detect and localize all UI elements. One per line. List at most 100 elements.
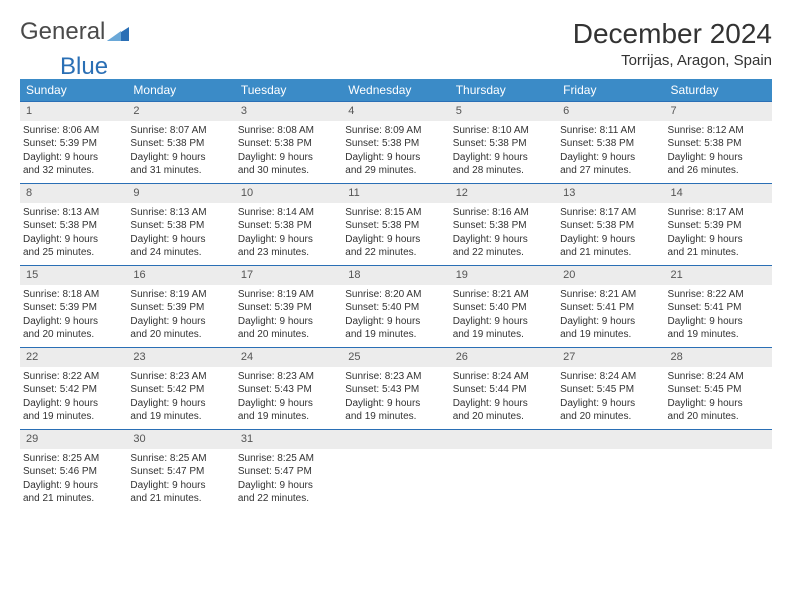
- day-cell: 28Sunrise: 8:24 AMSunset: 5:45 PMDayligh…: [665, 348, 772, 430]
- sunrise-text: Sunrise: 8:17 AM: [560, 206, 661, 220]
- daylight-text-1: Daylight: 9 hours: [130, 233, 231, 247]
- day-number: 30: [127, 430, 234, 449]
- daylight-text-2: and 22 minutes.: [453, 246, 554, 260]
- day-cell: 1Sunrise: 8:06 AMSunset: 5:39 PMDaylight…: [20, 102, 127, 184]
- sunrise-text: Sunrise: 8:14 AM: [238, 206, 339, 220]
- title-block: December 2024 Torrijas, Aragon, Spain: [573, 18, 772, 69]
- day-info: Sunrise: 8:17 AMSunset: 5:38 PMDaylight:…: [557, 203, 664, 263]
- daylight-text-1: Daylight: 9 hours: [668, 151, 769, 165]
- day-number: 22: [20, 348, 127, 367]
- day-number: 20: [557, 266, 664, 285]
- day-cell: 26Sunrise: 8:24 AMSunset: 5:44 PMDayligh…: [450, 348, 557, 430]
- day-number: 27: [557, 348, 664, 367]
- sunset-text: Sunset: 5:38 PM: [23, 219, 124, 233]
- day-number: 23: [127, 348, 234, 367]
- sunrise-text: Sunrise: 8:24 AM: [560, 370, 661, 384]
- day-info: Sunrise: 8:25 AMSunset: 5:47 PMDaylight:…: [127, 449, 234, 509]
- daylight-text-2: and 31 minutes.: [130, 164, 231, 178]
- daylight-text-1: Daylight: 9 hours: [668, 397, 769, 411]
- day-info: Sunrise: 8:18 AMSunset: 5:39 PMDaylight:…: [20, 285, 127, 345]
- sunset-text: Sunset: 5:46 PM: [23, 465, 124, 479]
- sunset-text: Sunset: 5:38 PM: [238, 137, 339, 151]
- day-info: Sunrise: 8:11 AMSunset: 5:38 PMDaylight:…: [557, 121, 664, 181]
- day-cell: 21Sunrise: 8:22 AMSunset: 5:41 PMDayligh…: [665, 266, 772, 348]
- daylight-text-2: and 29 minutes.: [345, 164, 446, 178]
- sunset-text: Sunset: 5:39 PM: [130, 301, 231, 315]
- daylight-text-2: and 20 minutes.: [453, 410, 554, 424]
- daylight-text-2: and 21 minutes.: [23, 492, 124, 506]
- daylight-text-1: Daylight: 9 hours: [23, 233, 124, 247]
- day-number: 2: [127, 102, 234, 121]
- daylight-text-1: Daylight: 9 hours: [23, 315, 124, 329]
- sunrise-text: Sunrise: 8:12 AM: [668, 124, 769, 138]
- daylight-text-1: Daylight: 9 hours: [130, 315, 231, 329]
- day-info: Sunrise: 8:09 AMSunset: 5:38 PMDaylight:…: [342, 121, 449, 181]
- sunset-text: Sunset: 5:38 PM: [668, 137, 769, 151]
- daylight-text-2: and 20 minutes.: [668, 410, 769, 424]
- day-cell: 7Sunrise: 8:12 AMSunset: 5:38 PMDaylight…: [665, 102, 772, 184]
- sunrise-text: Sunrise: 8:23 AM: [345, 370, 446, 384]
- day-cell: 11Sunrise: 8:15 AMSunset: 5:38 PMDayligh…: [342, 184, 449, 266]
- sunrise-text: Sunrise: 8:09 AM: [345, 124, 446, 138]
- sunset-text: Sunset: 5:47 PM: [238, 465, 339, 479]
- daylight-text-2: and 19 minutes.: [345, 328, 446, 342]
- day-cell: 14Sunrise: 8:17 AMSunset: 5:39 PMDayligh…: [665, 184, 772, 266]
- day-info: Sunrise: 8:24 AMSunset: 5:45 PMDaylight:…: [557, 367, 664, 427]
- logo-text-general: General: [20, 18, 105, 46]
- sunset-text: Sunset: 5:39 PM: [23, 301, 124, 315]
- day-number: 16: [127, 266, 234, 285]
- sunset-text: Sunset: 5:47 PM: [130, 465, 231, 479]
- sunset-text: Sunset: 5:39 PM: [23, 137, 124, 151]
- day-header-row: Sunday Monday Tuesday Wednesday Thursday…: [20, 79, 772, 102]
- day-number: 24: [235, 348, 342, 367]
- daylight-text-1: Daylight: 9 hours: [668, 315, 769, 329]
- day-cell: 2Sunrise: 8:07 AMSunset: 5:38 PMDaylight…: [127, 102, 234, 184]
- sunrise-text: Sunrise: 8:25 AM: [238, 452, 339, 466]
- sunset-text: Sunset: 5:43 PM: [238, 383, 339, 397]
- day-number: 26: [450, 348, 557, 367]
- day-number: 1: [20, 102, 127, 121]
- day-number: 17: [235, 266, 342, 285]
- sunset-text: Sunset: 5:38 PM: [130, 219, 231, 233]
- day-cell: 13Sunrise: 8:17 AMSunset: 5:38 PMDayligh…: [557, 184, 664, 266]
- location-text: Torrijas, Aragon, Spain: [573, 52, 772, 69]
- day-info: Sunrise: 8:25 AMSunset: 5:46 PMDaylight:…: [20, 449, 127, 509]
- sunset-text: Sunset: 5:39 PM: [668, 219, 769, 233]
- sunrise-text: Sunrise: 8:16 AM: [453, 206, 554, 220]
- sunset-text: Sunset: 5:38 PM: [238, 219, 339, 233]
- day-number: 8: [20, 184, 127, 203]
- week-row: 8Sunrise: 8:13 AMSunset: 5:38 PMDaylight…: [20, 184, 772, 266]
- col-tuesday: Tuesday: [235, 79, 342, 102]
- daylight-text-1: Daylight: 9 hours: [345, 397, 446, 411]
- daylight-text-1: Daylight: 9 hours: [668, 233, 769, 247]
- day-number: 18: [342, 266, 449, 285]
- daylight-text-2: and 19 minutes.: [668, 328, 769, 342]
- day-number: 13: [557, 184, 664, 203]
- day-info: Sunrise: 8:22 AMSunset: 5:42 PMDaylight:…: [20, 367, 127, 427]
- day-number: [557, 430, 664, 449]
- week-row: 29Sunrise: 8:25 AMSunset: 5:46 PMDayligh…: [20, 430, 772, 512]
- day-info: Sunrise: 8:10 AMSunset: 5:38 PMDaylight:…: [450, 121, 557, 181]
- day-cell: 19Sunrise: 8:21 AMSunset: 5:40 PMDayligh…: [450, 266, 557, 348]
- col-friday: Friday: [557, 79, 664, 102]
- sunset-text: Sunset: 5:43 PM: [345, 383, 446, 397]
- daylight-text-1: Daylight: 9 hours: [23, 151, 124, 165]
- day-info: Sunrise: 8:25 AMSunset: 5:47 PMDaylight:…: [235, 449, 342, 509]
- daylight-text-1: Daylight: 9 hours: [453, 397, 554, 411]
- daylight-text-2: and 20 minutes.: [560, 410, 661, 424]
- daylight-text-2: and 20 minutes.: [130, 328, 231, 342]
- day-info: Sunrise: 8:23 AMSunset: 5:42 PMDaylight:…: [127, 367, 234, 427]
- day-cell: [665, 430, 772, 512]
- sunset-text: Sunset: 5:38 PM: [560, 219, 661, 233]
- daylight-text-2: and 19 minutes.: [453, 328, 554, 342]
- day-info: Sunrise: 8:15 AMSunset: 5:38 PMDaylight:…: [342, 203, 449, 263]
- day-number: 10: [235, 184, 342, 203]
- daylight-text-2: and 19 minutes.: [238, 410, 339, 424]
- day-cell: [557, 430, 664, 512]
- daylight-text-1: Daylight: 9 hours: [130, 151, 231, 165]
- daylight-text-2: and 19 minutes.: [345, 410, 446, 424]
- sunset-text: Sunset: 5:38 PM: [130, 137, 231, 151]
- day-cell: 27Sunrise: 8:24 AMSunset: 5:45 PMDayligh…: [557, 348, 664, 430]
- day-cell: 25Sunrise: 8:23 AMSunset: 5:43 PMDayligh…: [342, 348, 449, 430]
- day-number: 31: [235, 430, 342, 449]
